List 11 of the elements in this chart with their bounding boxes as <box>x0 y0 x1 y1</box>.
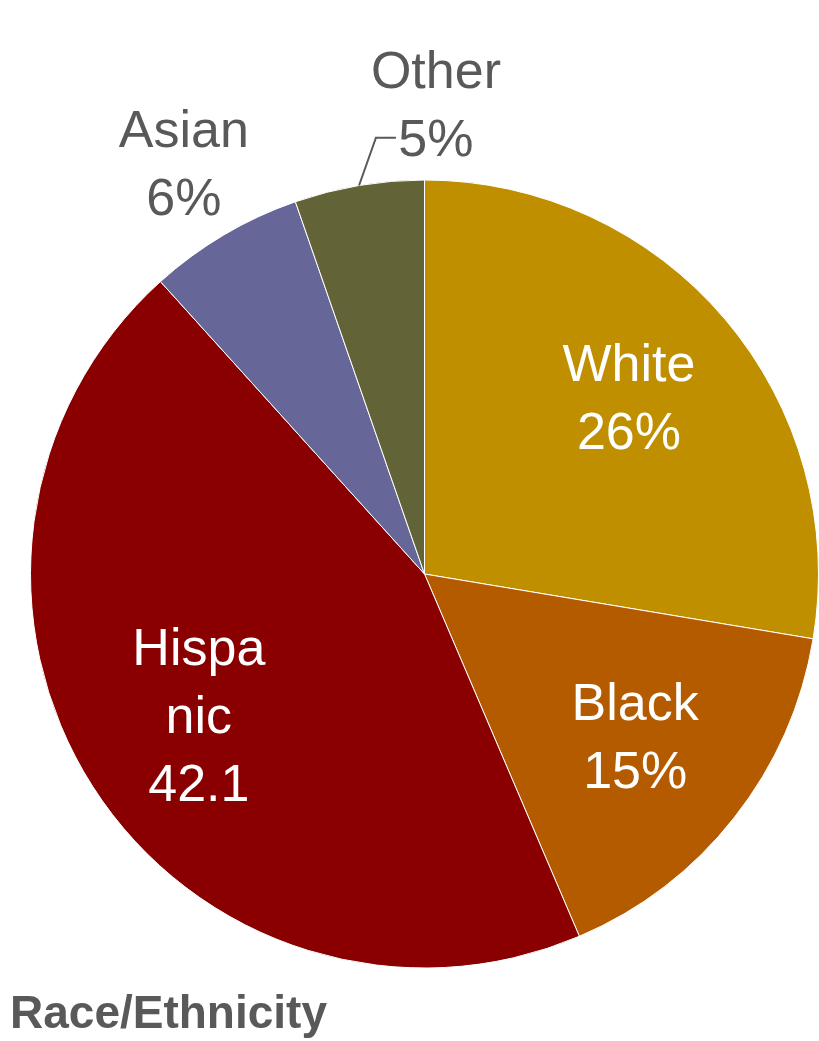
data-label: 5% <box>398 109 474 168</box>
data-label: 15% <box>583 740 688 799</box>
data-label: 42.1 <box>148 753 250 812</box>
slice-label: Black <box>571 672 700 731</box>
slice-label: White <box>562 334 696 393</box>
data-label: 6% <box>146 168 222 227</box>
slice-label: Asian <box>118 100 249 159</box>
data-label: 26% <box>576 402 681 461</box>
text: Race/Ethnicity <box>10 985 327 1039</box>
slice-label: Hispanic <box>132 617 266 744</box>
slice-label: Other <box>370 41 501 100</box>
